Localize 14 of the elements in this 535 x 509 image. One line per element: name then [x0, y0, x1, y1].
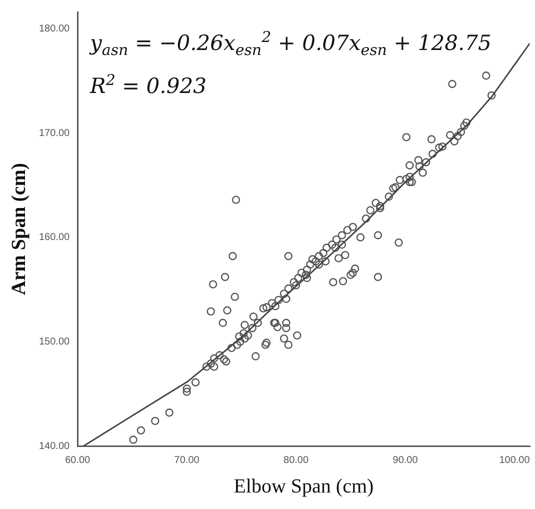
- annotation: y$_{asn}$ = −0.26x$_{esn}$$^{2}$ + 0.07x$_{esn}$ + 128.75: [90, 27, 492, 62]
- y-tick-label: 150.00: [38, 336, 70, 348]
- x-tick-label: 60.00: [65, 454, 91, 466]
- y-axis-title: Arm Span (cm): [8, 162, 30, 296]
- x-tick-label: 100.00: [499, 454, 530, 466]
- y-tick-label: 140.00: [38, 440, 70, 452]
- y-tick-label: 160.00: [38, 232, 70, 244]
- x-axis-title: Elbow Span (cm): [234, 475, 374, 498]
- x-tick-label: 70.00: [174, 454, 200, 466]
- y-tick-label: 170.00: [38, 128, 70, 139]
- annotation: R$^{2}$ = 0.923: [90, 70, 208, 100]
- y-tick-label: 180.00: [38, 23, 70, 34]
- x-tick-label: 90.00: [392, 454, 418, 466]
- x-tick-label: 80.00: [284, 454, 309, 466]
